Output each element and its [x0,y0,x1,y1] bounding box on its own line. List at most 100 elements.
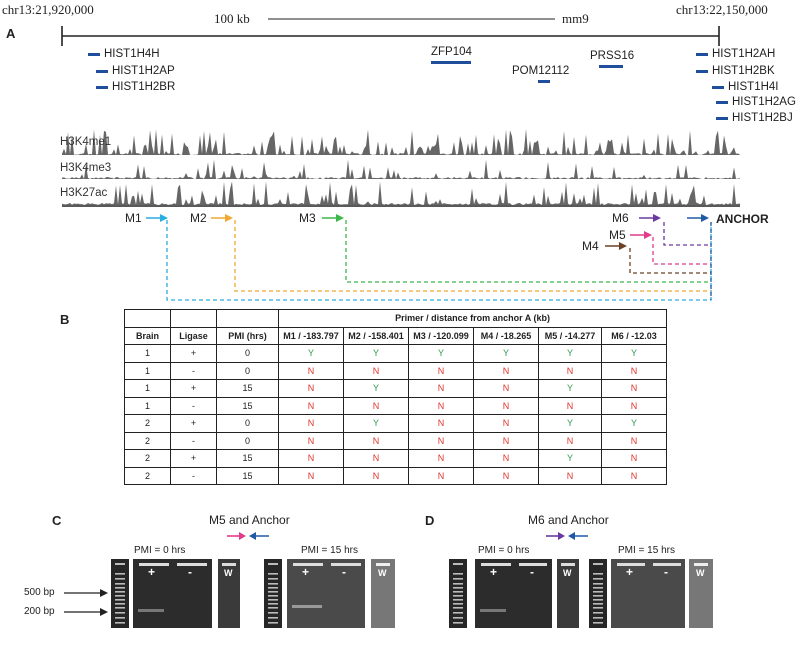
table-cell: - [170,431,217,450]
ladder-band [453,563,463,565]
ladder-band [268,617,278,619]
ladder-band [453,617,463,619]
table-cell: N [408,396,474,415]
ladder-band [593,583,603,585]
table-cell: N [538,361,602,380]
panel-b-label: B [60,312,70,327]
gel-d-ladder [449,559,467,628]
ladder-band [115,587,125,589]
table-cell: + [170,414,217,433]
h3k27ac-track [62,181,740,205]
table-cell: 0 [216,344,279,363]
marker-200bp-label: 200 bp [24,606,55,617]
ladder-band [593,612,603,614]
gene-bars [88,53,728,120]
panel-c-title: M5 and Anchor [209,513,290,527]
primer-label-m2: M2 [190,211,207,225]
table-cell: 0 [216,414,279,433]
table-cell: N [473,379,539,398]
ladder-band [593,607,603,609]
column-header: Ligase [170,326,217,345]
h3k4me3-track [62,159,740,179]
coordinate-ruler [61,18,720,46]
table-cell: N [600,361,668,380]
gel-c-ladder-15 [264,559,282,628]
gene-label-hist1h4i: HIST1H4I [728,81,779,93]
table-cell: N [408,449,474,468]
primer-label-m6: M6 [612,211,629,225]
lane-bar [694,563,708,566]
scale-label: 100 kb [214,11,250,26]
table-cell: N [473,361,539,380]
lane-bar [376,563,390,566]
m4-arrow-icon [605,242,627,250]
column-header: PMI (hrs) [216,326,279,345]
table-cell: 15 [216,466,279,485]
table-cell: Y [473,344,539,363]
table-cell: + [170,344,217,363]
panel-c-pmi15-label: PMI = 15 hrs [301,545,358,556]
table-cell: N [473,431,539,450]
ladder-band [268,563,278,565]
ladder-band [268,599,278,601]
table-cell: N [600,449,668,468]
anchor-label: ANCHOR [716,212,769,226]
gene-label-hist1h2ap: HIST1H2AP [112,65,175,77]
table-cell: Y [538,344,602,363]
ladder-band [593,617,603,619]
table-row: 1 +15 N Y N N Y N [124,379,668,398]
signal-tracks [62,129,740,207]
table-cell: N [538,396,602,415]
table-row: 2 +0 N Y N N Y Y [124,414,668,433]
marker-500bp-label: 500 bp [24,587,55,598]
water-label: W [563,568,572,578]
table-cell: N [408,361,474,380]
table-row: 1 +0 Y Y Y Y Y Y [124,344,668,363]
column-header: M1 / -183.797 [278,326,344,345]
table-cell: Y [538,379,602,398]
ladder-band [115,595,125,597]
gel-c-pmi15: + - [287,559,365,628]
table-cell: Y [343,379,409,398]
table-cell: - [170,396,217,415]
table-cell: N [538,431,602,450]
table-cell: 15 [216,379,279,398]
table-cell: N [408,379,474,398]
ladder-band [453,587,463,589]
table-cell: N [278,396,344,415]
ladder-bands [268,563,278,624]
gel-d-pmi15: + - [611,559,685,628]
gel-d-pmi0: + - [475,559,552,628]
table-cell: N [600,431,668,450]
panel-c-label: C [52,513,62,528]
track-label-h3k27ac: H3K27ac [60,187,108,199]
ladder-band [453,622,463,624]
ladder-band [115,591,125,593]
table-cell: 0 [216,431,279,450]
assembly-label: mm9 [562,11,589,26]
plus-label: + [626,565,634,579]
table-cell: N [473,449,539,468]
gel-c-pmi0: + - [133,559,212,628]
table-cell: N [408,414,474,433]
table-cell: N [343,466,409,485]
ladder-band [268,583,278,585]
table-cell: Y [343,414,409,433]
table-cell: N [343,396,409,415]
ladder-bands [453,563,463,624]
gene-label-hist1h2ah: HIST1H2AH [712,48,776,60]
gel-d-water-15: W [689,559,713,628]
gene-label-hist1h2bk: HIST1H2BK [712,65,775,77]
table-cell: N [343,449,409,468]
primer-group-header: Primer / distance from anchor A (kb) [277,309,668,328]
ladder-band [453,599,463,601]
ladder-band [268,612,278,614]
ladder-band [115,578,125,580]
table-cell: N [278,466,344,485]
pcr-band [138,609,164,612]
m6-arrow-icon [639,214,661,222]
column-header: M4 / -18.265 [473,326,539,345]
column-header: Brain [124,326,171,345]
